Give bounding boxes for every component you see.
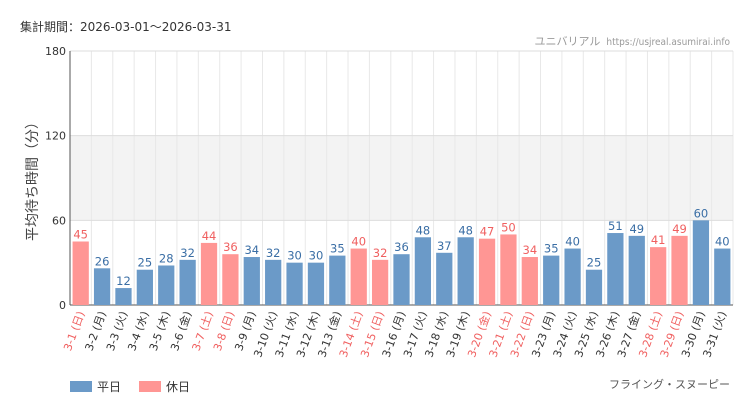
bar-value-label: 26 — [95, 254, 110, 268]
bar-value-label: 47 — [480, 225, 495, 239]
bar[interactable] — [243, 257, 260, 305]
band-60-120 — [70, 135, 733, 221]
bar[interactable] — [628, 235, 645, 305]
bar[interactable] — [692, 220, 710, 305]
bar-value-label: 34 — [244, 243, 259, 257]
bar[interactable] — [521, 257, 538, 305]
bar-value-label: 49 — [629, 222, 644, 236]
bar[interactable] — [307, 262, 325, 305]
bar-value-label: 48 — [416, 223, 431, 237]
legend-weekday-label: 平日 — [97, 380, 122, 394]
bar[interactable] — [650, 247, 667, 305]
bar-value-label: 60 — [694, 206, 709, 220]
bar[interactable] — [265, 259, 282, 305]
bar-value-label: 41 — [651, 233, 666, 247]
bar-value-label: 40 — [715, 235, 730, 249]
y-tick-label: 60 — [52, 214, 66, 227]
bar-value-label: 25 — [587, 256, 602, 270]
bar[interactable] — [414, 237, 432, 305]
bar[interactable] — [671, 235, 688, 305]
bar[interactable] — [286, 262, 303, 305]
bar-value-label: 28 — [159, 251, 174, 265]
bar-value-label: 12 — [116, 274, 131, 288]
bar[interactable] — [350, 248, 367, 305]
bar-value-label: 30 — [287, 249, 302, 263]
bar-value-label: 40 — [565, 235, 580, 249]
bar-value-label: 35 — [544, 242, 559, 256]
bar[interactable] — [500, 234, 517, 305]
legend-holiday[interactable]: 休日 — [139, 378, 190, 395]
bar-value-label: 36 — [394, 240, 409, 254]
legend-weekday-swatch — [70, 381, 92, 392]
bar-value-label: 34 — [523, 243, 538, 257]
bar-value-label: 35 — [330, 242, 345, 256]
period-label: 集計期間：2026-03-01～2026-03-31 — [20, 20, 232, 34]
y-axis: 0 60 120 180 — [45, 45, 71, 312]
bar[interactable] — [393, 254, 410, 305]
bar[interactable] — [714, 248, 731, 305]
bar-value-label: 32 — [180, 246, 195, 260]
bar[interactable] — [158, 265, 175, 305]
bar[interactable] — [93, 268, 111, 305]
bar-value-label: 30 — [309, 249, 324, 263]
bar[interactable] — [136, 269, 153, 305]
bar[interactable] — [371, 259, 389, 305]
highlight-band — [70, 135, 733, 221]
bar-value-label: 40 — [351, 235, 366, 249]
site-name: ユニバリアル — [534, 35, 601, 48]
legend: 平日 休日 — [70, 378, 202, 395]
legend-holiday-swatch — [139, 381, 162, 392]
bar[interactable] — [329, 255, 346, 305]
bar[interactable] — [478, 238, 496, 305]
y-axis-label: 平均待ち時間（分） — [25, 115, 41, 241]
bar-value-label: 32 — [373, 246, 388, 260]
bar-value-label: 25 — [138, 256, 153, 270]
bars: 45 26 12 25 28 32 44 36 34 32 30 30 35 40 32 36 48 37 48 47… — [72, 206, 731, 306]
legend-weekday[interactable]: 平日 — [70, 378, 121, 395]
bar[interactable] — [115, 288, 132, 305]
bar-value-label: 44 — [202, 229, 217, 243]
bar-value-label: 49 — [672, 222, 687, 236]
attraction-name: フライング・スヌーピー — [609, 378, 730, 391]
grid-lines — [69, 50, 734, 306]
bar[interactable] — [607, 233, 624, 305]
legend-holiday-label: 休日 — [166, 380, 191, 394]
bar-value-label: 50 — [501, 220, 516, 234]
bar[interactable] — [222, 254, 239, 305]
bar-value-label: 32 — [266, 246, 281, 260]
bar[interactable] — [543, 255, 560, 305]
bar[interactable] — [436, 252, 453, 305]
bar[interactable] — [72, 241, 89, 306]
y-tick-label: 120 — [45, 130, 66, 143]
bar[interactable] — [200, 242, 218, 305]
bar-value-label: 48 — [458, 223, 473, 237]
bar-value-label: 45 — [73, 228, 88, 242]
bar[interactable] — [585, 269, 603, 305]
y-tick-label: 180 — [45, 45, 66, 58]
bar[interactable] — [179, 259, 196, 305]
bar-value-label: 51 — [608, 219, 623, 233]
bar-value-label: 36 — [223, 240, 238, 254]
site-credit[interactable]: ユニバリアル https://usjreal.asumirai.info — [534, 33, 730, 49]
bar-value-label: 37 — [437, 239, 452, 253]
y-tick-label: 0 — [59, 299, 66, 312]
site-url[interactable]: https://usjreal.asumirai.info — [606, 37, 730, 48]
bar[interactable] — [457, 237, 474, 305]
bar[interactable] — [564, 248, 581, 305]
x-tick-labels: 3-1 (日)3-2 (月)3-3 (火)3-4 (水)3-5 (木)3-6 (… — [61, 309, 729, 359]
